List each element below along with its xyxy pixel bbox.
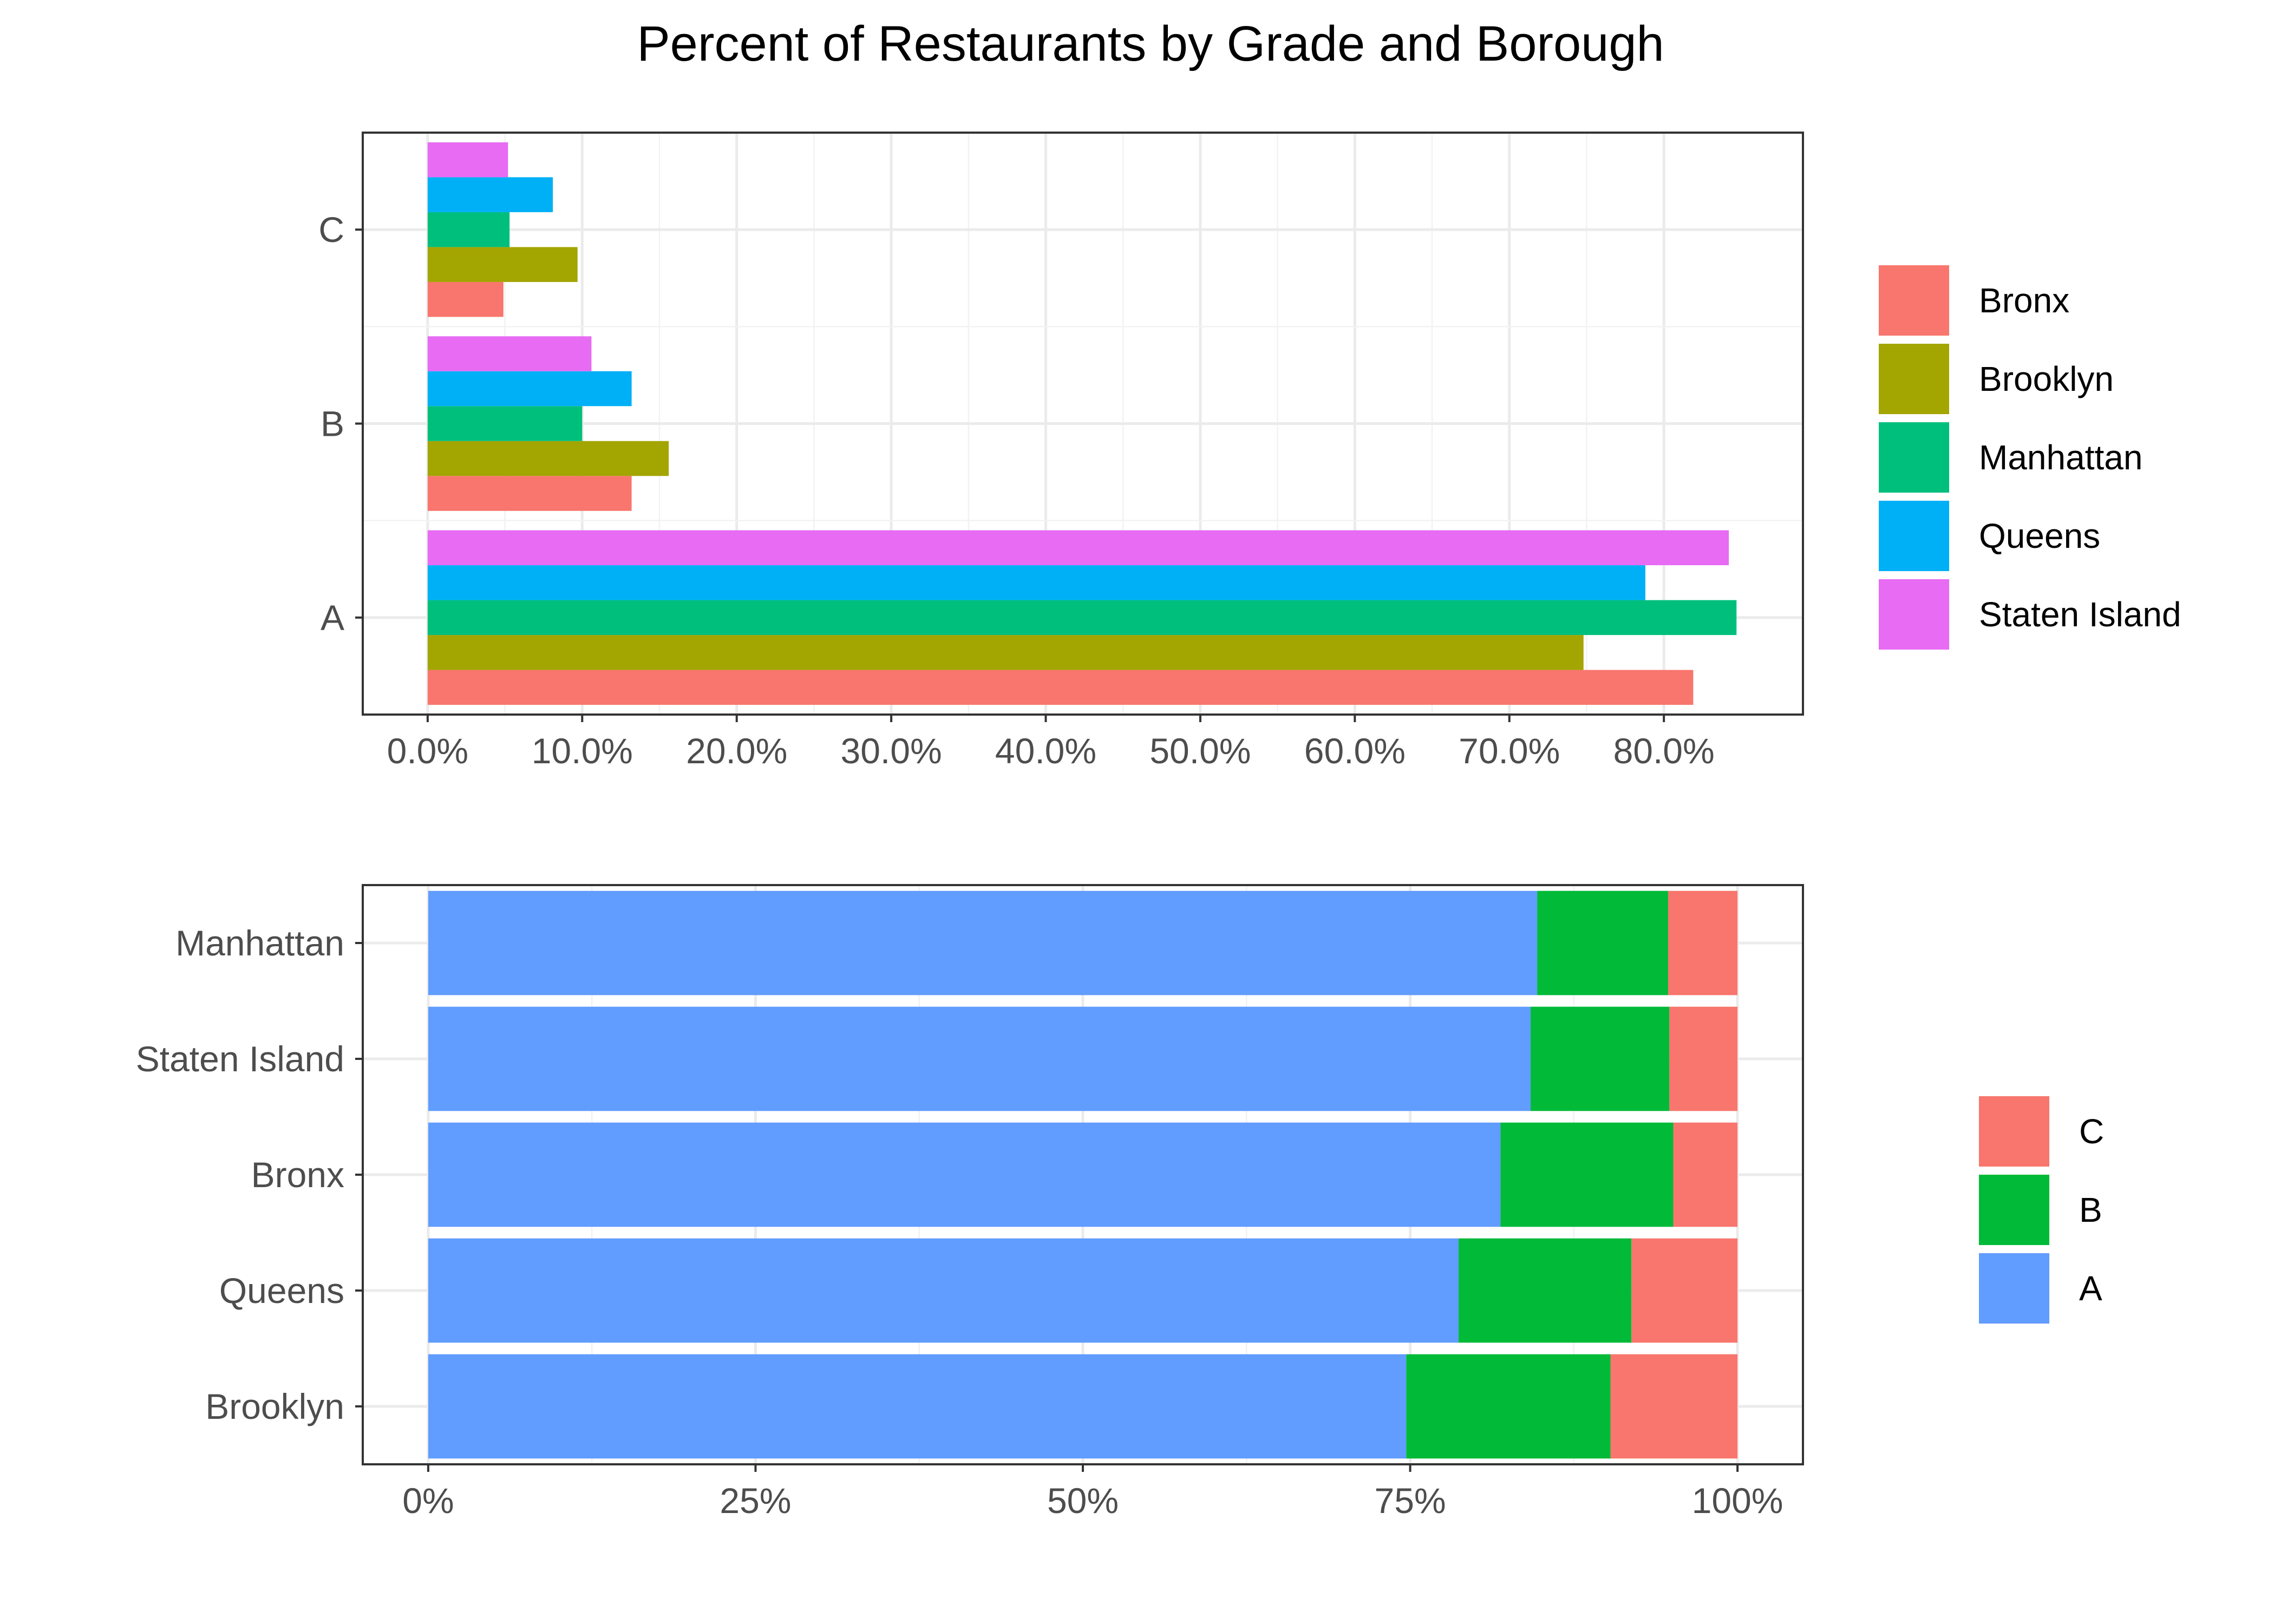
x-tick-label: 20.0% bbox=[686, 731, 787, 771]
bar-queens-grade-c bbox=[1631, 1238, 1738, 1343]
x-tick-label: 75% bbox=[1374, 1481, 1446, 1521]
borough-by-grade-panel: Manhattan Staten Island Bronx Queens Brookly… bbox=[136, 884, 2104, 1521]
legend-key-brooklyn bbox=[1879, 344, 1949, 414]
legend-item-grade-a: A bbox=[1979, 1253, 2102, 1324]
legend-item-bronx: Bronx bbox=[1879, 265, 2069, 336]
legend-item-queens: Queens bbox=[1879, 501, 2100, 571]
bar-c-staten-island bbox=[427, 142, 508, 178]
legend-item-grade-b: B bbox=[1979, 1175, 2102, 1245]
y-tick-label: A bbox=[321, 598, 344, 638]
x-tick-label: 10.0% bbox=[532, 731, 633, 771]
borough-legend: Bronx Brooklyn Manhattan Queens Staten Islan… bbox=[1879, 265, 2181, 650]
y-tick-label: Staten Island bbox=[136, 1039, 344, 1079]
bar-a-bronx bbox=[427, 670, 1694, 705]
bar-b-bronx bbox=[427, 476, 632, 511]
legend-label: Bronx bbox=[1979, 281, 2069, 320]
legend-label: A bbox=[2079, 1269, 2102, 1308]
y-tick-label: Manhattan bbox=[175, 923, 344, 963]
legend-key-staten-island bbox=[1879, 579, 1949, 650]
bar-a-manhattan bbox=[427, 600, 1737, 636]
legend-item-staten-island: Staten Island bbox=[1879, 579, 2181, 650]
bar-a-brooklyn bbox=[427, 635, 1584, 670]
page-title: Percent of Restaurants by Grade and Boro… bbox=[637, 16, 1664, 71]
bar-b-manhattan bbox=[427, 406, 583, 441]
bar-manhattan-grade-b bbox=[1537, 890, 1668, 996]
x-tick-label: 25% bbox=[720, 1481, 791, 1521]
bar-c-brooklyn bbox=[427, 247, 578, 282]
x-tick-label: 0% bbox=[402, 1481, 454, 1521]
bars bbox=[427, 142, 1737, 705]
bar-queens-grade-a bbox=[428, 1238, 1459, 1343]
y-tick-label: Brooklyn bbox=[205, 1386, 344, 1426]
legend-label: B bbox=[2079, 1190, 2102, 1229]
y-tick-label: Queens bbox=[219, 1271, 344, 1311]
legend-key-manhattan bbox=[1879, 422, 1949, 493]
legend-key-grade-c bbox=[1979, 1096, 2049, 1167]
bar-brooklyn-grade-b bbox=[1406, 1354, 1611, 1459]
y-tick-label: B bbox=[321, 404, 344, 444]
y-tick-label: Bronx bbox=[251, 1155, 344, 1195]
x-tick-label: 70.0% bbox=[1459, 731, 1560, 771]
bar-manhattan-grade-a bbox=[428, 890, 1538, 996]
x-tick-label: 80.0% bbox=[1613, 731, 1715, 771]
legend-label: Manhattan bbox=[1979, 438, 2142, 477]
bar-c-bronx bbox=[427, 281, 504, 317]
x-tick-label: 0.0% bbox=[387, 731, 468, 771]
bar-bronx-grade-c bbox=[1673, 1122, 1738, 1227]
x-tick-label: 30.0% bbox=[841, 731, 942, 771]
x-tick-label: 100% bbox=[1692, 1481, 1783, 1521]
legend-key-grade-b bbox=[1979, 1175, 2049, 1245]
bar-brooklyn-grade-c bbox=[1610, 1354, 1738, 1459]
legend-item-manhattan: Manhattan bbox=[1879, 422, 2142, 493]
legend-key-queens bbox=[1879, 501, 1949, 571]
x-tick-label: 60.0% bbox=[1304, 731, 1406, 771]
bar-c-queens bbox=[427, 177, 553, 212]
bar-staten-island-grade-a bbox=[428, 1006, 1531, 1111]
y-axis: Manhattan Staten Island Bronx Queens Brookly… bbox=[136, 923, 363, 1426]
bar-b-staten-island bbox=[427, 336, 592, 371]
legend-label: Brooklyn bbox=[1979, 359, 2114, 398]
bar-bronx-grade-a bbox=[428, 1122, 1501, 1227]
bars bbox=[428, 890, 1738, 1459]
bar-queens-grade-b bbox=[1459, 1238, 1632, 1343]
bar-brooklyn-grade-a bbox=[428, 1354, 1407, 1459]
grade-legend: CB A bbox=[1979, 1096, 2104, 1324]
bar-bronx-grade-b bbox=[1500, 1122, 1674, 1227]
y-axis: A B C bbox=[318, 209, 363, 638]
bar-b-queens bbox=[427, 371, 632, 407]
bar-manhattan-grade-c bbox=[1668, 890, 1738, 996]
x-tick-label: 50.0% bbox=[1149, 731, 1251, 771]
bar-a-queens bbox=[427, 565, 1645, 600]
grade-by-borough-panel: A B C 0.0% 10.0% 20.0% 30.0% 40.0% 50.0% 60.0% 70… bbox=[318, 132, 2181, 771]
legend-label: Staten Island bbox=[1979, 595, 2181, 634]
bar-b-brooklyn bbox=[427, 441, 669, 476]
legend-label: Queens bbox=[1979, 516, 2100, 555]
legend-item-brooklyn: Brooklyn bbox=[1879, 344, 2114, 414]
y-tick-label: C bbox=[318, 209, 344, 250]
bar-staten-island-grade-c bbox=[1669, 1006, 1738, 1111]
legend-key-bronx bbox=[1879, 265, 1949, 336]
legend-key-grade-a bbox=[1979, 1253, 2049, 1324]
legend-item-grade-c: C bbox=[1979, 1096, 2104, 1167]
bar-staten-island-grade-b bbox=[1531, 1006, 1670, 1111]
x-axis: 0% 25% 50% 75% 100% bbox=[402, 1464, 1783, 1521]
x-tick-label: 50% bbox=[1047, 1481, 1119, 1521]
legend-label: C bbox=[2079, 1112, 2104, 1151]
bar-a-staten-island bbox=[427, 530, 1729, 566]
bar-c-manhattan bbox=[427, 212, 510, 247]
x-tick-label: 40.0% bbox=[995, 731, 1096, 771]
x-axis: 0.0% 10.0% 20.0% 30.0% 40.0% 50.0% 60.0% 70.0% 8… bbox=[387, 715, 1715, 771]
